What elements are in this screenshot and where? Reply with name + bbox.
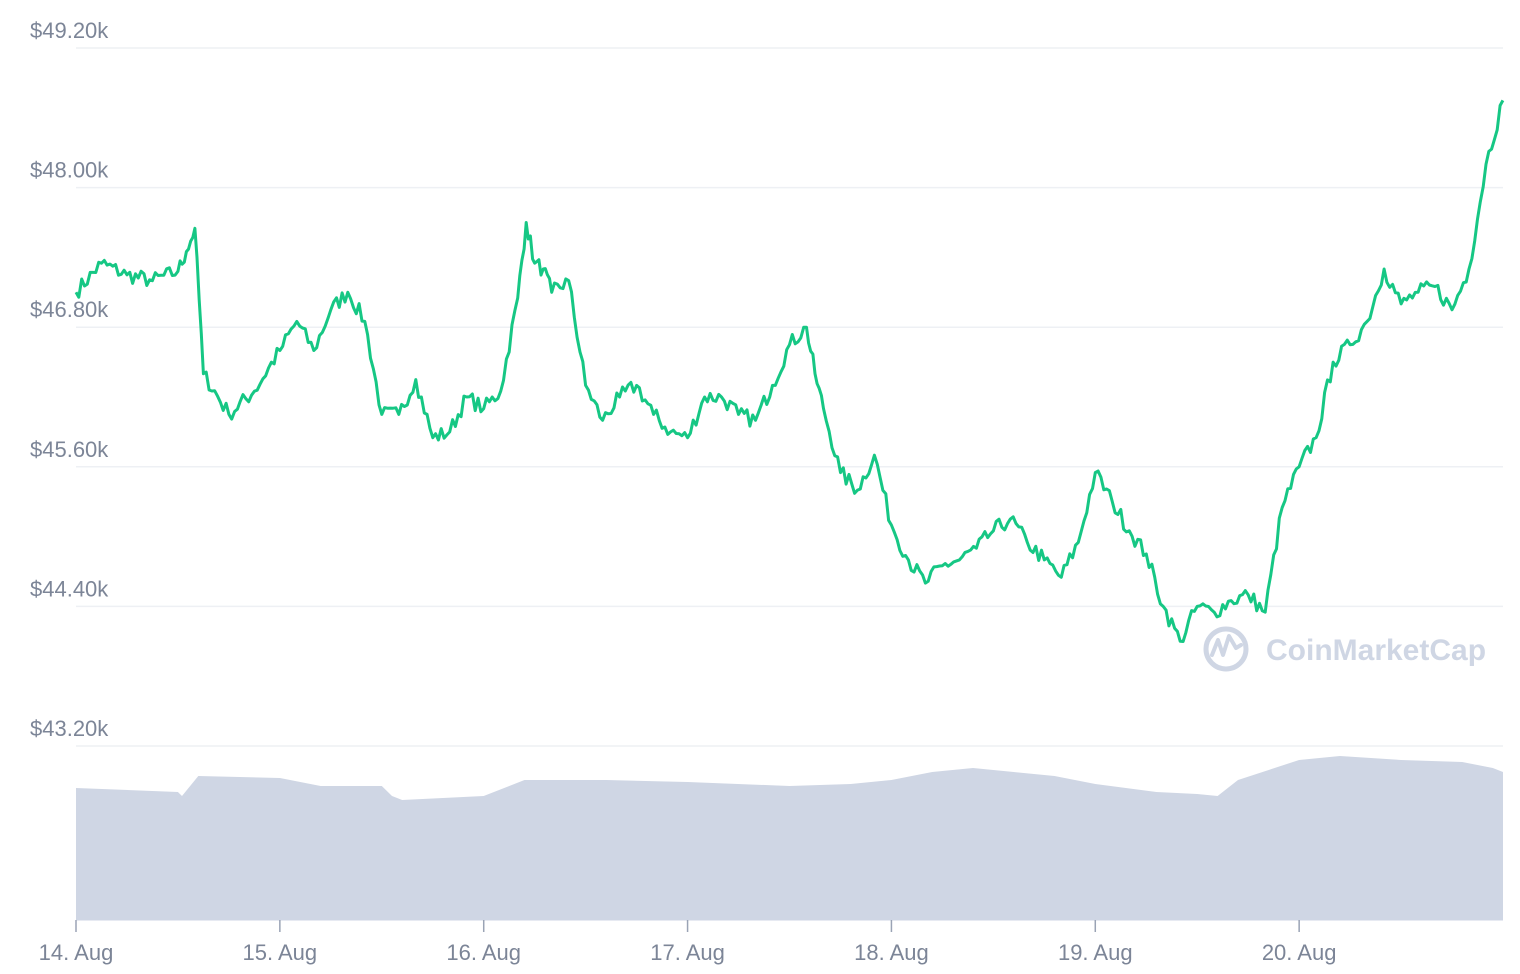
y-tick-label: $45.60k [30,437,109,462]
x-tick-label: 19. Aug [1058,940,1133,965]
x-tick-label: 14. Aug [39,940,114,965]
x-tick-label: 16. Aug [446,940,521,965]
y-tick-label: $46.80k [30,297,109,322]
y-axis-labels: $49.20k $48.00k $46.80k $45.60k $44.40k $43.2… [30,18,109,741]
y-tick-label: $48.00k [30,158,109,183]
volume-area-fill [76,756,1503,920]
price-line [74,99,1505,643]
y-tick-label: $49.20k [30,18,109,43]
x-tick-label: 18. Aug [854,940,929,965]
y-tick-label: $43.20k [30,716,109,741]
x-tick-label: 15. Aug [243,940,318,965]
gridlines [76,47,1503,747]
x-axis: 14. Aug 15. Aug 16. Aug 17. Aug 18. Aug 19. A… [39,919,1503,965]
coinmarketcap-logo [1203,626,1249,672]
x-tick-label: 17. Aug [650,940,725,965]
y-tick-label: $44.40k [30,576,109,601]
watermark-text: CoinMarketCap [1266,634,1486,667]
watermark: CoinMarketCap [1203,626,1486,672]
volume-area [76,756,1503,920]
price-line-path [74,99,1505,643]
x-tick-label: 20. Aug [1262,940,1337,965]
